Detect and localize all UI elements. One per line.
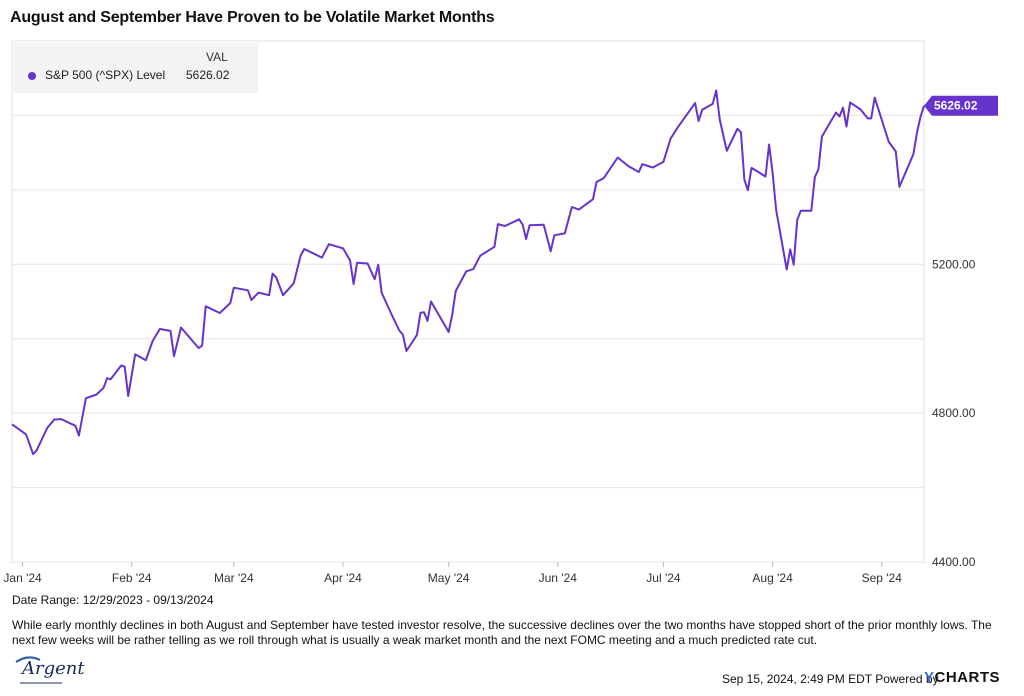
plot-frame — [11, 40, 925, 563]
grid-lines — [11, 40, 925, 563]
legend-series-value: 5626.02 — [186, 68, 230, 82]
x-tick-label: Mar '24 — [214, 571, 254, 585]
x-tick-label: Sep '24 — [862, 571, 903, 585]
ycharts-brand-y: Y — [924, 669, 935, 686]
ycharts-brand: YCHARTS — [924, 669, 1000, 686]
last-value-label-group: 5626.02 — [924, 95, 998, 116]
logo-swoosh-icon — [15, 656, 62, 684]
footer-timestamp: Sep 15, 2024, 2:49 PM EDT Powered by — [722, 672, 939, 686]
ycharts-brand-rest: CHARTS — [934, 669, 1001, 686]
last-value-callout — [924, 95, 998, 116]
y-tick-label: 5200.00 — [932, 257, 976, 271]
argent-logo: Argent — [14, 656, 85, 686]
legend-column-header: VAL — [206, 50, 228, 64]
chart-title: August and September Have Proven to be V… — [10, 9, 495, 26]
y-tick-label: 4800.00 — [932, 406, 976, 420]
legend-series-name: S&P 500 (^SPX) Level — [45, 68, 166, 82]
x-tick-label: Feb '24 — [112, 571, 152, 585]
series-layer — [11, 89, 925, 456]
x-tick-label: May '24 — [428, 571, 470, 585]
x-tick-label: Jan '24 — [3, 571, 42, 585]
y-tick-label: 4400.00 — [932, 555, 976, 569]
x-tick-label: Apr '24 — [324, 571, 362, 585]
legend-series-dot — [28, 72, 36, 80]
series-line-sp500 — [11, 89, 925, 456]
logo-text: Argent — [22, 658, 85, 679]
last-value-label: 5626.02 — [934, 99, 978, 113]
x-tick-label: Aug '24 — [752, 571, 793, 585]
caption: While early monthly declines in both Aug… — [12, 618, 992, 647]
x-tick-label: Jun '24 — [539, 571, 578, 585]
date-range: Date Range: 12/29/2023 - 09/13/2024 — [12, 593, 214, 607]
legend — [12, 43, 258, 93]
axes: 4400.00 4800.00 5200.00 Jan '24 Feb '24 Mar '… — [3, 257, 975, 585]
x-tick-label: Jul '24 — [646, 571, 681, 585]
